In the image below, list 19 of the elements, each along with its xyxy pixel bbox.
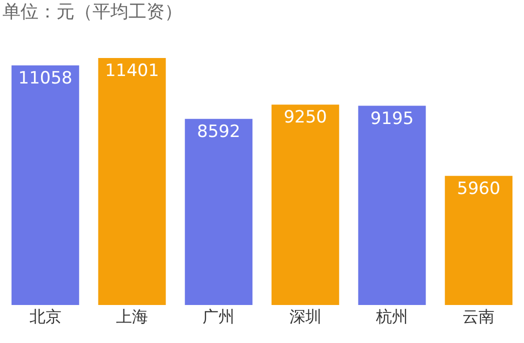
x-tick-label: 云南 [462, 307, 495, 326]
x-tick-label: 深圳 [289, 307, 322, 326]
bar [358, 106, 426, 305]
data-label: 11058 [18, 68, 72, 88]
data-label: 8592 [197, 122, 240, 142]
bar [444, 176, 512, 305]
x-tick-label: 广州 [202, 307, 235, 326]
data-label: 9250 [284, 108, 327, 128]
bar [12, 65, 80, 305]
chart-title: 单位：元（平均工资） [2, 2, 183, 23]
bar [184, 118, 252, 305]
data-label: 5960 [457, 178, 500, 199]
x-tick-label: 北京 [29, 307, 62, 326]
x-tick-label: 上海 [116, 307, 148, 326]
data-label: 9195 [370, 108, 414, 129]
data-label: 11401 [104, 61, 160, 81]
x-tick-label: 杭州 [375, 307, 408, 326]
bar [272, 104, 340, 305]
bar [98, 58, 166, 305]
